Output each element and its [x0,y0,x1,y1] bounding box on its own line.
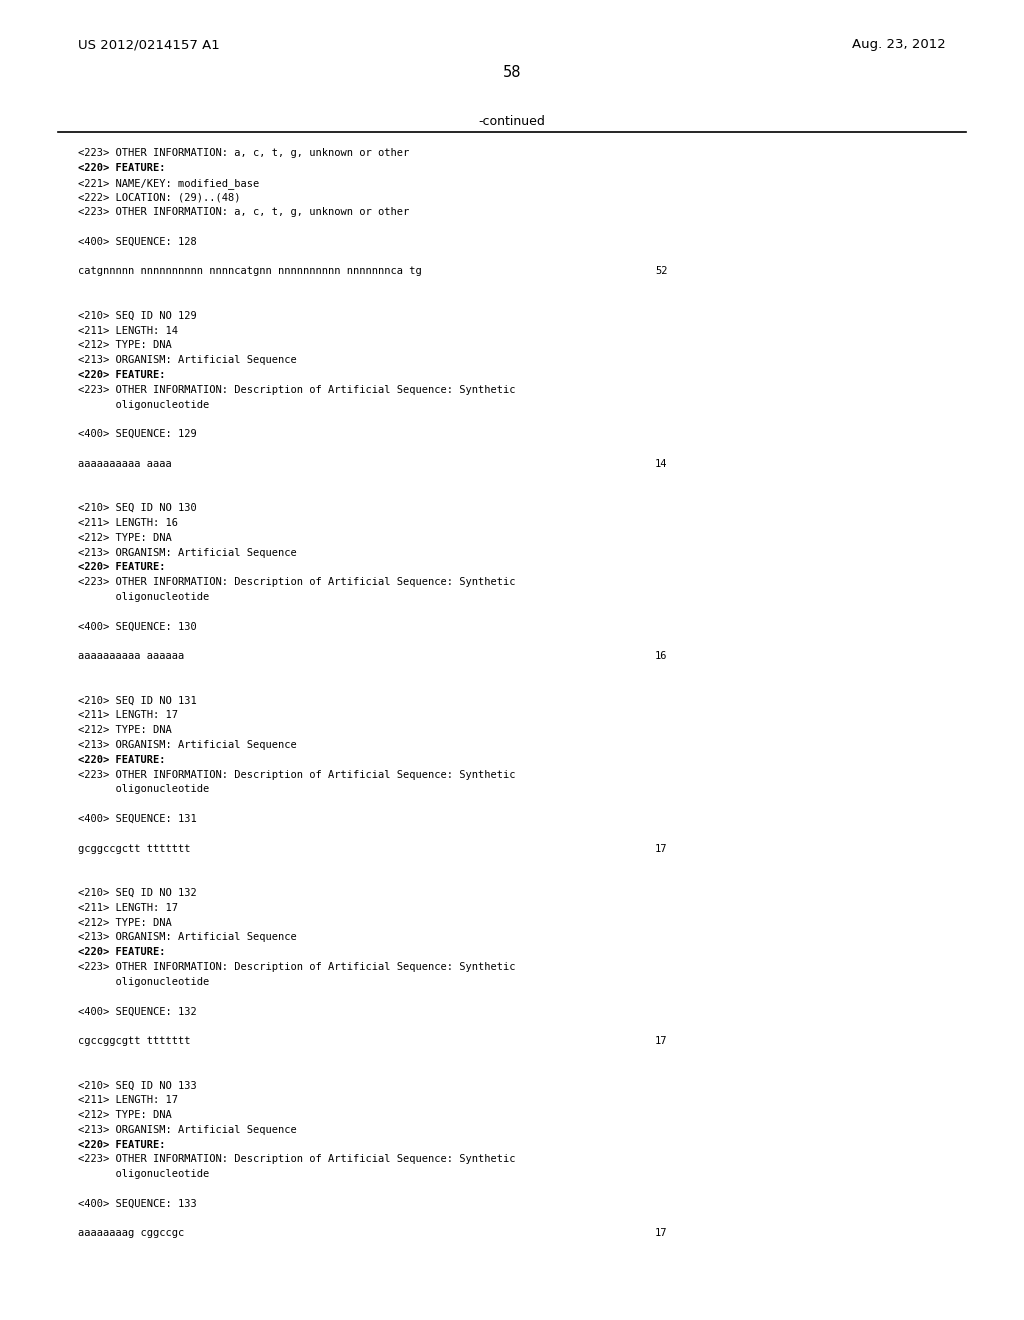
Text: <223> OTHER INFORMATION: a, c, t, g, unknown or other: <223> OTHER INFORMATION: a, c, t, g, unk… [78,148,410,158]
Text: <400> SEQUENCE: 131: <400> SEQUENCE: 131 [78,814,197,824]
Text: oligonucleotide: oligonucleotide [78,591,209,602]
Text: aaaaaaaag cggccgc: aaaaaaaag cggccgc [78,1229,184,1238]
Text: -continued: -continued [478,115,546,128]
Text: 14: 14 [655,459,668,469]
Text: <211> LENGTH: 14: <211> LENGTH: 14 [78,326,178,335]
Text: <223> OTHER INFORMATION: Description of Artificial Sequence: Synthetic: <223> OTHER INFORMATION: Description of … [78,1155,515,1164]
Text: oligonucleotide: oligonucleotide [78,400,209,409]
Text: <400> SEQUENCE: 129: <400> SEQUENCE: 129 [78,429,197,440]
Text: <221> NAME/KEY: modified_base: <221> NAME/KEY: modified_base [78,178,259,189]
Text: oligonucleotide: oligonucleotide [78,1170,209,1179]
Text: gcggccgctt ttttttt: gcggccgctt ttttttt [78,843,190,854]
Text: <223> OTHER INFORMATION: a, c, t, g, unknown or other: <223> OTHER INFORMATION: a, c, t, g, unk… [78,207,410,218]
Text: <210> SEQ ID NO 131: <210> SEQ ID NO 131 [78,696,197,706]
Text: <400> SEQUENCE: 133: <400> SEQUENCE: 133 [78,1199,197,1209]
Text: <212> TYPE: DNA: <212> TYPE: DNA [78,533,172,543]
Text: aaaaaaaaaa aaaa: aaaaaaaaaa aaaa [78,459,172,469]
Text: Aug. 23, 2012: Aug. 23, 2012 [852,38,946,51]
Text: <223> OTHER INFORMATION: Description of Artificial Sequence: Synthetic: <223> OTHER INFORMATION: Description of … [78,770,515,780]
Text: <211> LENGTH: 16: <211> LENGTH: 16 [78,517,178,528]
Text: 52: 52 [655,267,668,276]
Text: <210> SEQ ID NO 130: <210> SEQ ID NO 130 [78,503,197,513]
Text: <220> FEATURE:: <220> FEATURE: [78,562,166,573]
Text: US 2012/0214157 A1: US 2012/0214157 A1 [78,38,220,51]
Text: <212> TYPE: DNA: <212> TYPE: DNA [78,341,172,350]
Text: <223> OTHER INFORMATION: Description of Artificial Sequence: Synthetic: <223> OTHER INFORMATION: Description of … [78,577,515,587]
Text: aaaaaaaaaa aaaaaa: aaaaaaaaaa aaaaaa [78,651,184,661]
Text: <212> TYPE: DNA: <212> TYPE: DNA [78,725,172,735]
Text: 58: 58 [503,65,521,81]
Text: oligonucleotide: oligonucleotide [78,784,209,795]
Text: <211> LENGTH: 17: <211> LENGTH: 17 [78,1096,178,1105]
Text: <210> SEQ ID NO 132: <210> SEQ ID NO 132 [78,888,197,898]
Text: <213> ORGANISM: Artificial Sequence: <213> ORGANISM: Artificial Sequence [78,932,297,942]
Text: <223> OTHER INFORMATION: Description of Artificial Sequence: Synthetic: <223> OTHER INFORMATION: Description of … [78,962,515,972]
Text: <400> SEQUENCE: 132: <400> SEQUENCE: 132 [78,1006,197,1016]
Text: <213> ORGANISM: Artificial Sequence: <213> ORGANISM: Artificial Sequence [78,1125,297,1135]
Text: catgnnnnn nnnnnnnnnn nnnncatgnn nnnnnnnnnn nnnnnnnca tg: catgnnnnn nnnnnnnnnn nnnncatgnn nnnnnnnn… [78,267,422,276]
Text: <220> FEATURE:: <220> FEATURE: [78,370,166,380]
Text: 17: 17 [655,1229,668,1238]
Text: <220> FEATURE:: <220> FEATURE: [78,162,166,173]
Text: <213> ORGANISM: Artificial Sequence: <213> ORGANISM: Artificial Sequence [78,355,297,366]
Text: <213> ORGANISM: Artificial Sequence: <213> ORGANISM: Artificial Sequence [78,548,297,557]
Text: <220> FEATURE:: <220> FEATURE: [78,1139,166,1150]
Text: <223> OTHER INFORMATION: Description of Artificial Sequence: Synthetic: <223> OTHER INFORMATION: Description of … [78,385,515,395]
Text: <213> ORGANISM: Artificial Sequence: <213> ORGANISM: Artificial Sequence [78,741,297,750]
Text: <212> TYPE: DNA: <212> TYPE: DNA [78,1110,172,1119]
Text: <210> SEQ ID NO 133: <210> SEQ ID NO 133 [78,1080,197,1090]
Text: <211> LENGTH: 17: <211> LENGTH: 17 [78,903,178,913]
Text: <212> TYPE: DNA: <212> TYPE: DNA [78,917,172,928]
Text: <400> SEQUENCE: 130: <400> SEQUENCE: 130 [78,622,197,631]
Text: <211> LENGTH: 17: <211> LENGTH: 17 [78,710,178,721]
Text: 17: 17 [655,843,668,854]
Text: <222> LOCATION: (29)..(48): <222> LOCATION: (29)..(48) [78,193,241,202]
Text: cgccggcgtt ttttttt: cgccggcgtt ttttttt [78,1036,190,1045]
Text: <220> FEATURE:: <220> FEATURE: [78,755,166,764]
Text: <400> SEQUENCE: 128: <400> SEQUENCE: 128 [78,236,197,247]
Text: <220> FEATURE:: <220> FEATURE: [78,948,166,957]
Text: 17: 17 [655,1036,668,1045]
Text: <210> SEQ ID NO 129: <210> SEQ ID NO 129 [78,310,197,321]
Text: oligonucleotide: oligonucleotide [78,977,209,987]
Text: 16: 16 [655,651,668,661]
